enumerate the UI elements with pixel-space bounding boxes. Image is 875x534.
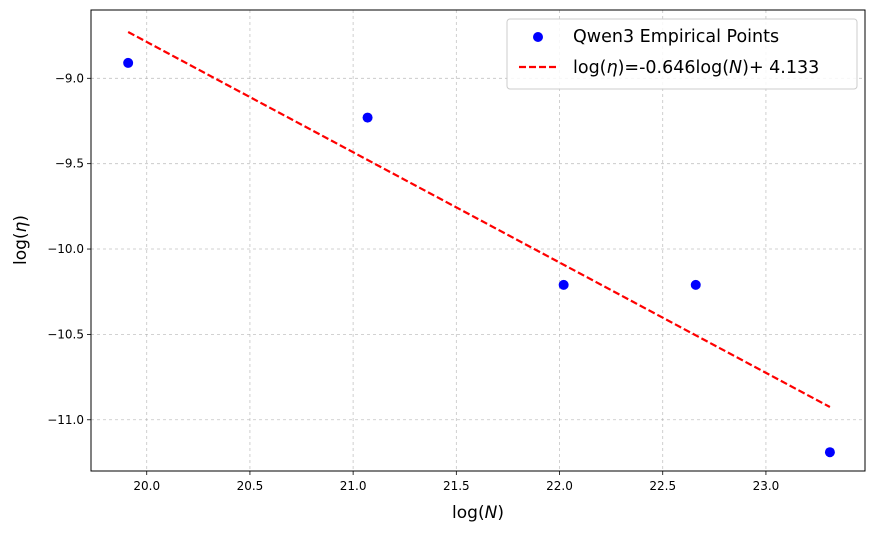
plot-frame: [90, 9, 866, 472]
y-axis-ticks: −9.0 −9.5 −10.0 −10.5 −11.0: [47, 71, 91, 427]
x-tick-label: 21.5: [443, 479, 470, 493]
fit-line-layer: [127, 31, 831, 408]
y-tick-label: −10.0: [47, 242, 84, 256]
y-tick-label: −10.5: [47, 327, 84, 341]
x-tick-label: 20.0: [133, 479, 160, 493]
x-tick-label: 20.5: [237, 479, 264, 493]
legend-scatter-label: Qwen3 Empirical Points: [573, 27, 779, 47]
x-tick-label: 23.0: [753, 479, 780, 493]
x-tick-label: 21.0: [340, 479, 367, 493]
fit-line: [127, 31, 831, 408]
x-tick-label: 22.5: [649, 479, 676, 493]
scatter-point: [123, 57, 134, 68]
points-layer: [123, 57, 835, 458]
y-axis-label: log(η): [11, 215, 31, 265]
y-tick-label: −9.5: [55, 157, 84, 171]
y-tick-label: −9.0: [55, 71, 84, 85]
legend: Qwen3 Empirical Points log(η)=-0.646log(…: [506, 18, 858, 90]
scatter-point: [558, 279, 569, 290]
scatter-point: [824, 447, 835, 458]
x-axis-ticks: 20.0 20.5 21.0 21.5 22.0 22.5 23.0: [133, 471, 779, 493]
x-tick-label: 22.0: [546, 479, 573, 493]
y-tick-label: −11.0: [47, 413, 84, 427]
legend-line-label: log(η)=-0.646log(N)+ 4.133: [573, 58, 819, 78]
legend-box: [506, 18, 858, 90]
x-axis-label: log(N): [452, 503, 504, 523]
legend-scatter-marker: [533, 32, 543, 42]
scatter-point: [690, 279, 701, 290]
scatter-point: [362, 112, 373, 123]
